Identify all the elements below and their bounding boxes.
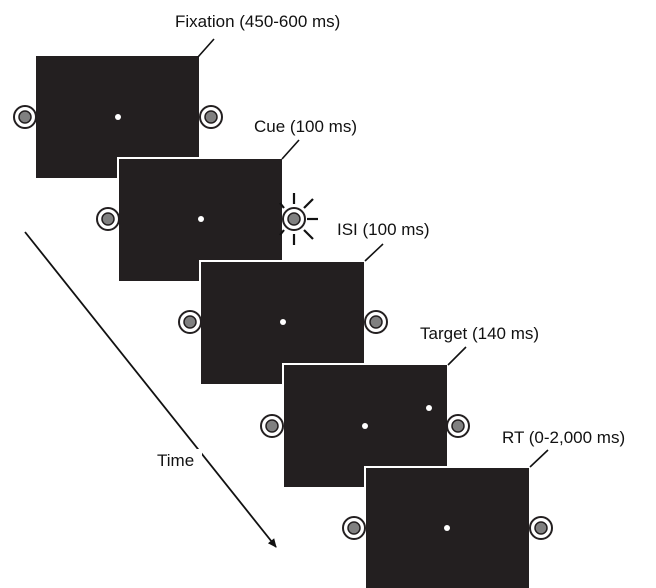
label-cue: Cue (100 ms) [254,117,357,136]
stage-fixation: Fixation (450-600 ms) [13,12,340,180]
stage-rt: RT (0-2,000 ms) [342,428,625,588]
label-target: Target (140 ms) [420,324,539,343]
fixation-dot [362,423,368,429]
left-led-icon [13,105,37,129]
target-dot [426,405,432,411]
right-led-flash-icon [279,193,318,245]
right-led-icon [446,414,470,438]
right-led-icon [364,310,388,334]
leader-line-cue [281,139,300,160]
fixation-dot [115,114,121,120]
time-label-bg [150,449,202,471]
fixation-dot [280,319,286,325]
fixation-dot [198,216,204,222]
leader-line-fixation [197,38,215,58]
right-led-icon [199,105,223,129]
leader-line-rt [529,449,549,468]
right-led-icon [529,516,553,540]
label-rt: RT (0-2,000 ms) [502,428,625,447]
leader-line-target [447,346,467,366]
fixation-dot [444,525,450,531]
left-led-icon [96,207,120,231]
label-isi: ISI (100 ms) [337,220,430,239]
label-fixation: Fixation (450-600 ms) [175,12,340,31]
time-label: Time [157,451,194,470]
time-arrow [24,231,277,548]
leader-line-isi [364,243,384,262]
left-led-icon [342,516,366,540]
left-led-icon [178,310,202,334]
left-led-icon [260,414,284,438]
